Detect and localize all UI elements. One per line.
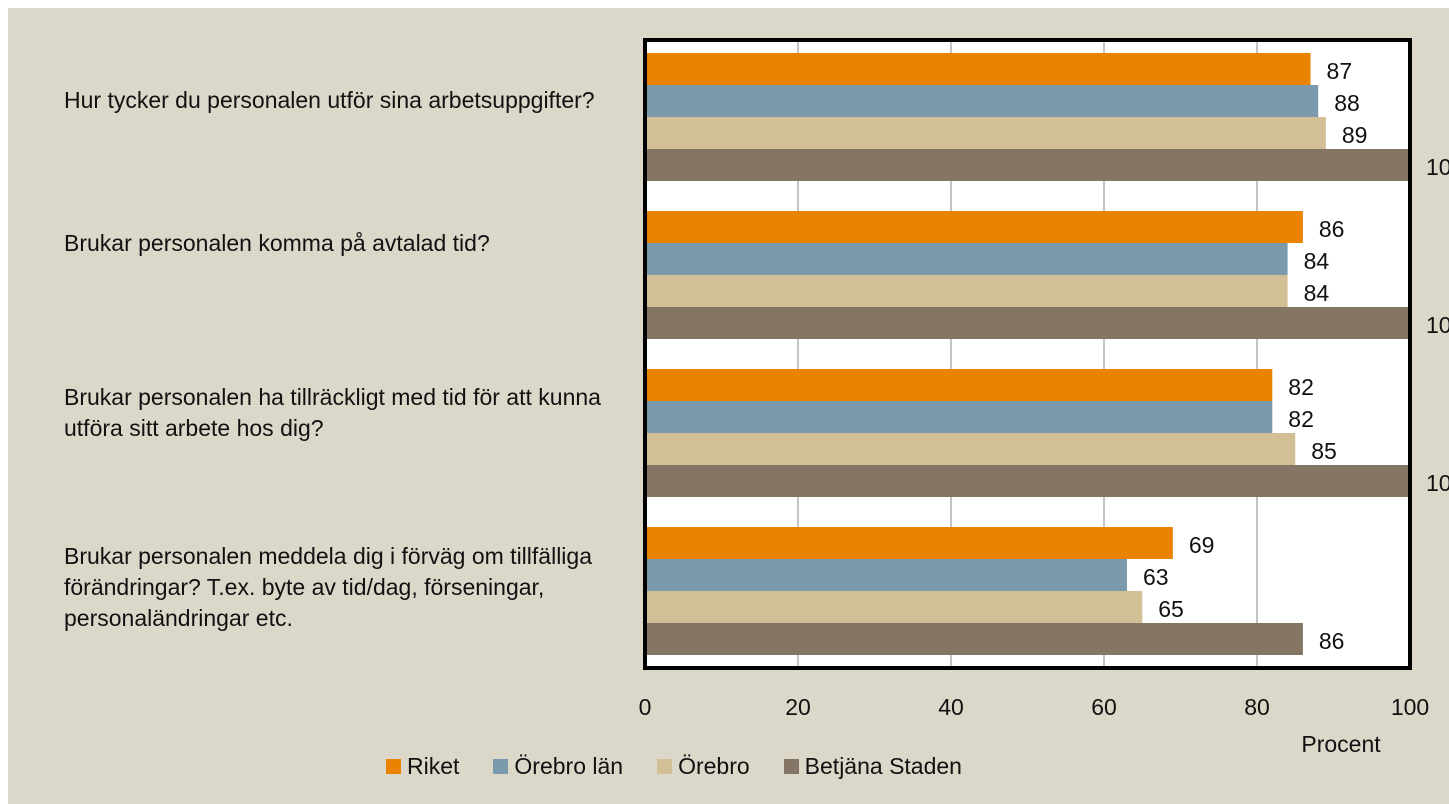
data-label: 69 [1189, 532, 1215, 558]
x-axis-title: Procent [1301, 731, 1381, 757]
legend-label: Riket [407, 753, 460, 779]
data-label: 88 [1334, 90, 1360, 116]
category-label: Hur tycker du personalen utför sina arbe… [64, 87, 595, 113]
category-label: Brukar personalen meddela dig i förväg o… [64, 543, 593, 631]
bar [645, 149, 1410, 181]
data-label: 65 [1158, 596, 1184, 622]
data-label: 84 [1304, 280, 1330, 306]
data-label: 85 [1311, 438, 1337, 464]
x-tick-label: 100 [1391, 694, 1429, 720]
plot-frame [643, 38, 1412, 670]
legend-swatch [493, 759, 509, 774]
legend-swatch [386, 759, 401, 774]
data-label: 86 [1319, 216, 1345, 242]
bar [645, 401, 1273, 433]
data-label: 82 [1288, 374, 1314, 400]
legend-item: Örebro län [493, 753, 623, 780]
bar [645, 85, 1319, 117]
data-label: 82 [1288, 406, 1314, 432]
bar [645, 243, 1288, 275]
x-tick-label: 60 [1091, 694, 1117, 720]
data-label: 87 [1327, 58, 1353, 84]
bar [645, 307, 1410, 339]
data-label: 100 [1426, 154, 1449, 180]
data-label: 100 [1426, 470, 1449, 496]
bar [645, 211, 1303, 243]
legend-label: Betjäna Staden [804, 753, 962, 779]
bar [645, 53, 1311, 85]
bar [645, 591, 1143, 623]
bar [645, 559, 1127, 591]
x-tick-label: 20 [785, 694, 811, 720]
bar [645, 275, 1288, 307]
x-tick-label: 80 [1244, 694, 1270, 720]
legend-item: Örebro [657, 753, 750, 780]
x-tick-label: 40 [938, 694, 964, 720]
legend-label: Örebro [678, 753, 750, 779]
legend-label: Örebro län [514, 753, 624, 779]
legend-item: Riket [386, 753, 459, 780]
data-label: 84 [1304, 248, 1330, 274]
data-label: 89 [1342, 122, 1368, 148]
legend-item: Betjäna Staden [783, 753, 962, 780]
bar [645, 117, 1326, 149]
data-label: 100 [1426, 312, 1449, 338]
data-label: 63 [1143, 564, 1169, 590]
bar [645, 369, 1273, 401]
data-label: 86 [1319, 628, 1345, 654]
bar [645, 433, 1296, 465]
x-tick-label: 0 [639, 694, 652, 720]
category-label: Brukar personalen ha tillräckligt med ti… [64, 384, 601, 441]
bar [645, 623, 1303, 655]
legend-swatch [657, 759, 673, 774]
legend: Riket Örebro län Örebro Betjäna Staden [386, 753, 996, 780]
bar [645, 527, 1173, 559]
bar [645, 465, 1410, 497]
category-label: Brukar personalen komma på avtalad tid? [64, 230, 490, 256]
legend-swatch [783, 759, 799, 774]
